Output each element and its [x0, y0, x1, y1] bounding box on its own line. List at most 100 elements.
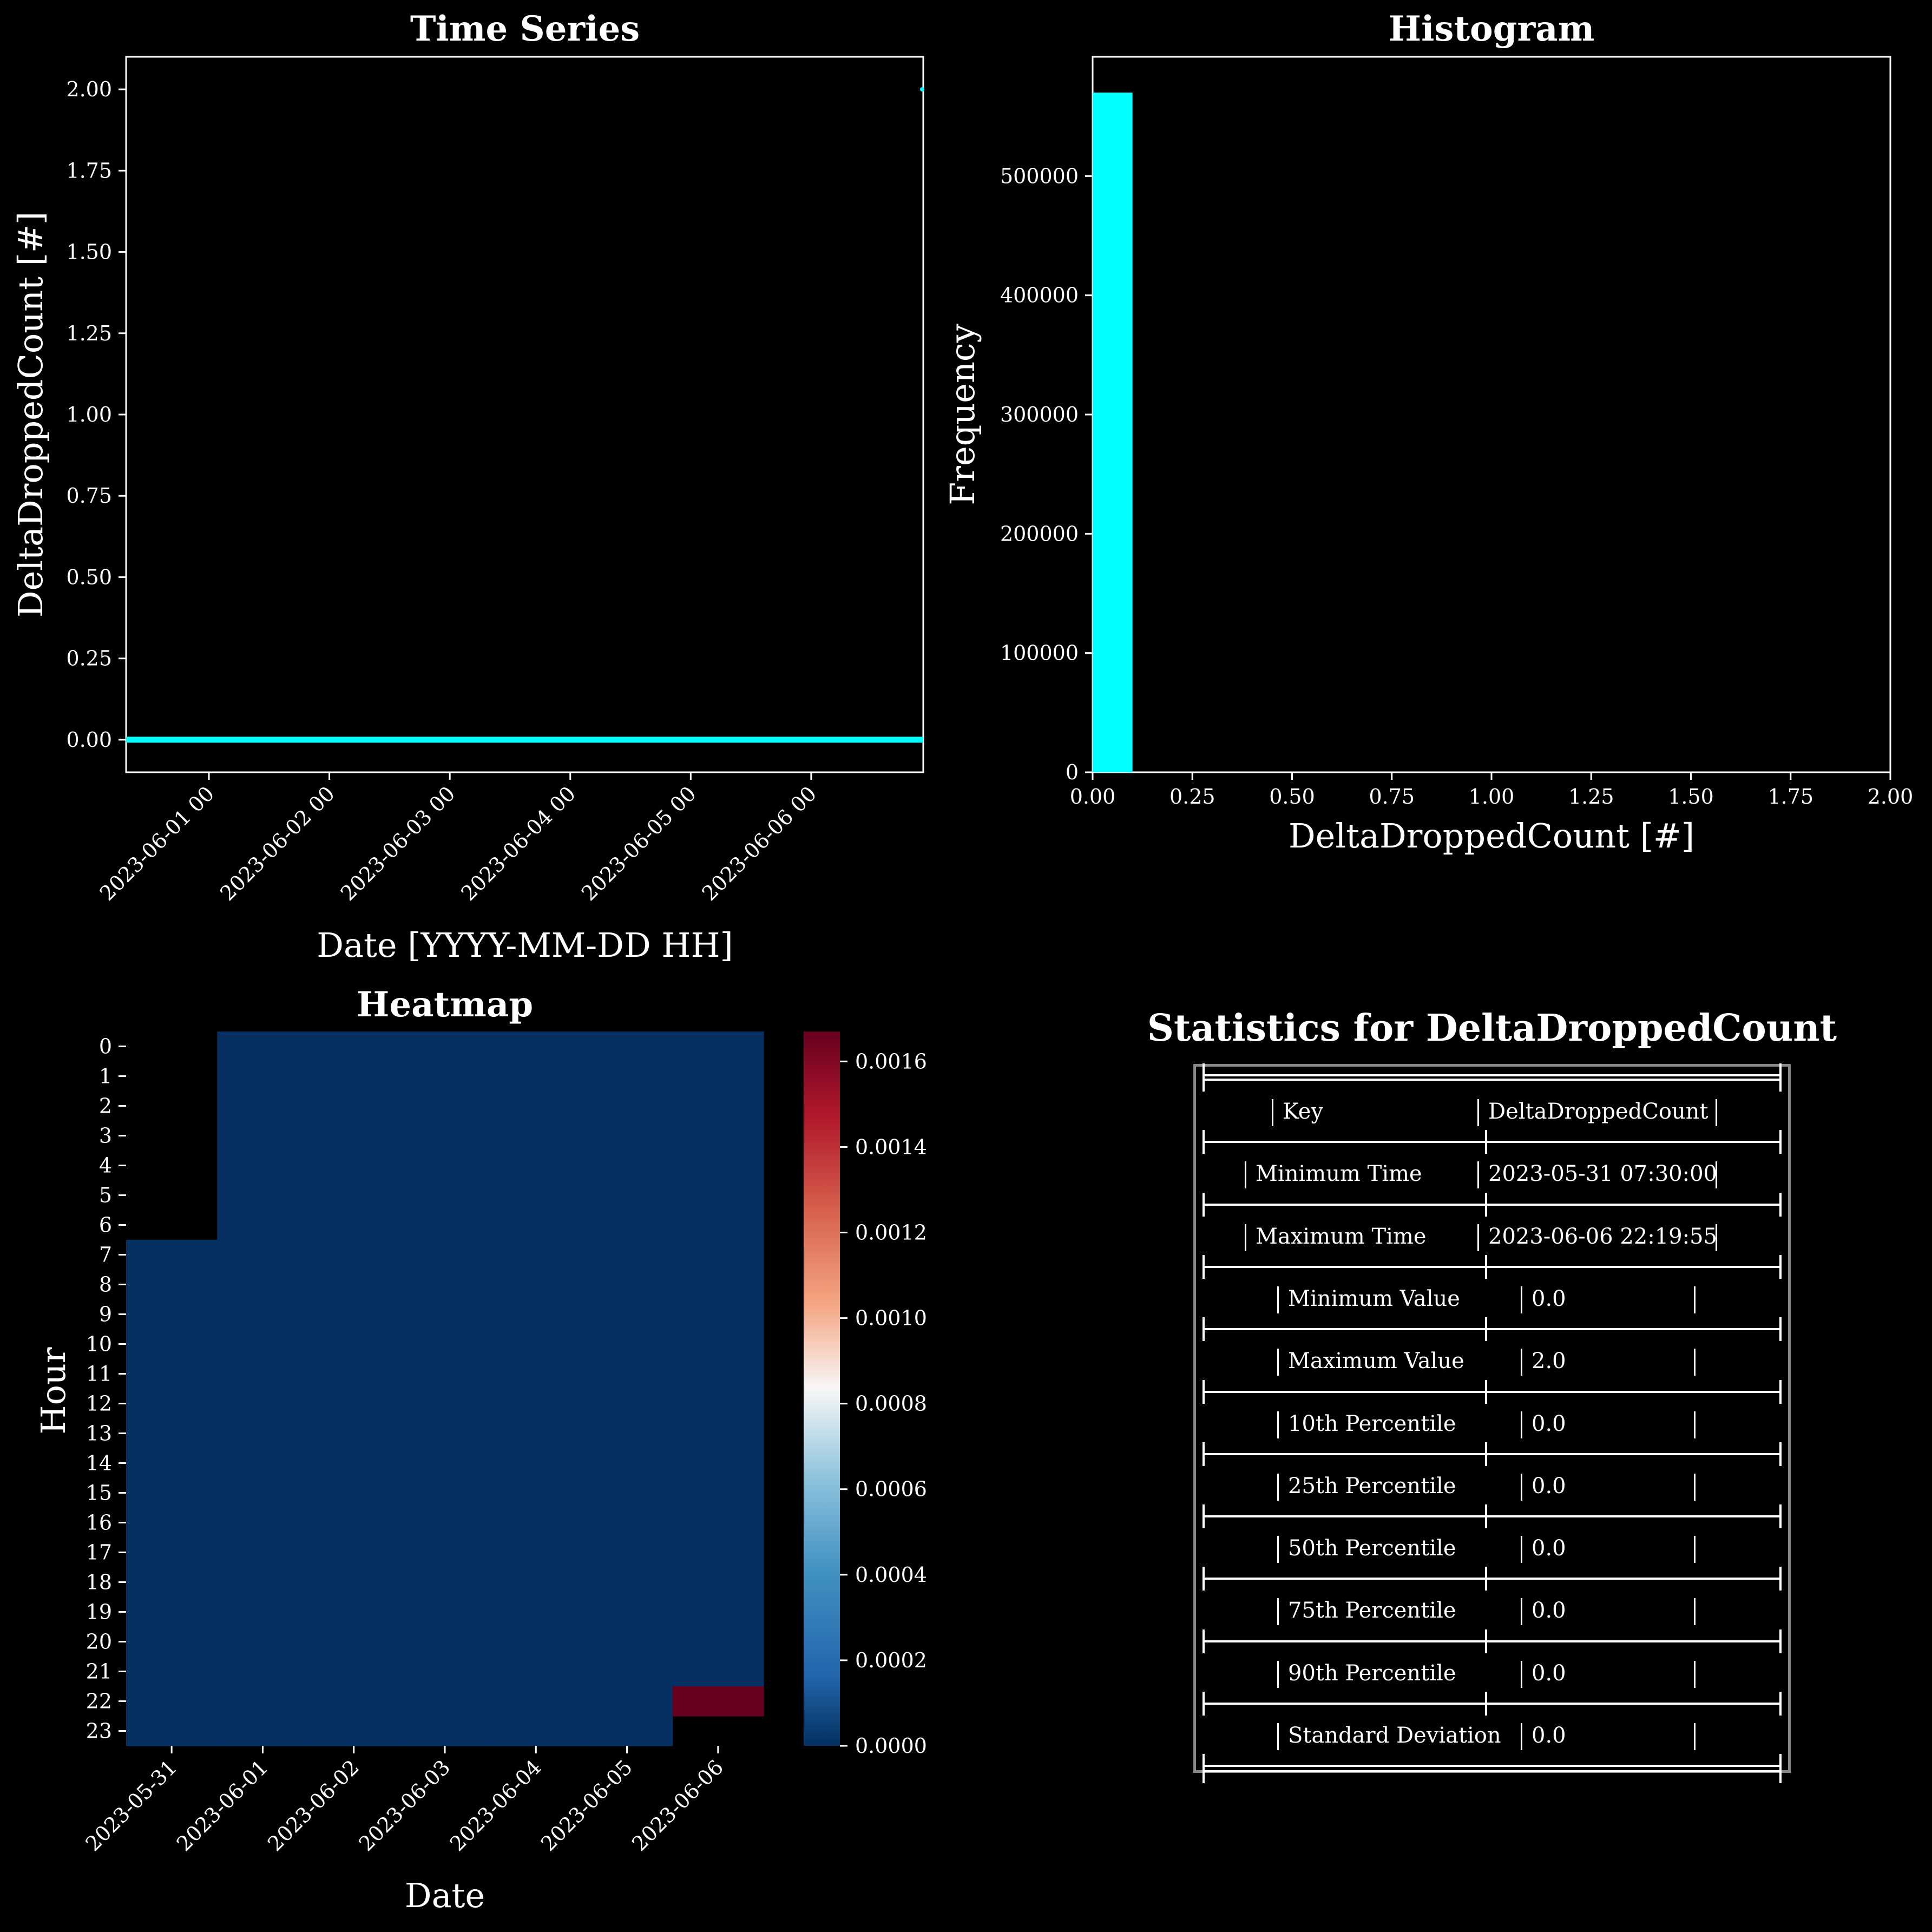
- heatmap-ytick-label: 17: [86, 1541, 112, 1565]
- histogram-ytick-label: 0: [1066, 760, 1079, 784]
- heatmap-cell: [399, 1627, 491, 1657]
- heatmap-cell: [217, 1061, 309, 1092]
- stats-key: Maximum Time: [1256, 1224, 1427, 1249]
- stats-separator: [1202, 1193, 1782, 1217]
- stats-row: 25th Percentile 0.0: [1196, 1474, 1788, 1506]
- stats-cell-border: [1694, 1598, 1696, 1625]
- heatmap-ytick-label: 5: [99, 1184, 112, 1207]
- heatmap-cell: [581, 1537, 673, 1568]
- colorbar: [804, 1031, 840, 1746]
- heatmap-cell: [399, 1657, 491, 1687]
- heatmap-cell: [490, 1508, 582, 1538]
- timeseries-xlabel: Date [YYYY-MM-DD HH]: [317, 925, 733, 965]
- heatmap-cell: [308, 1180, 400, 1211]
- stats-border-line: [1202, 1063, 1782, 1087]
- heatmap-cell: [308, 1508, 400, 1538]
- stats-value: 0.0: [1532, 1598, 1566, 1623]
- heatmap-ytick-label: 6: [99, 1213, 112, 1237]
- timeseries-ytick-label: 0.75: [66, 484, 112, 508]
- heatmap-cell: [308, 1210, 400, 1240]
- stats-value: 0.0: [1532, 1536, 1566, 1561]
- timeseries-frame: [125, 56, 924, 773]
- stats-cell-border: [1694, 1474, 1696, 1501]
- heatmap-ytick-label: 2: [99, 1094, 112, 1118]
- heatmap-cell: [217, 1537, 309, 1568]
- heatmap-cell: [490, 1567, 582, 1598]
- stats-cell-border: [1694, 1411, 1696, 1438]
- heatmap-ytick-label: 10: [86, 1332, 112, 1356]
- heatmap-cell: [581, 1448, 673, 1478]
- histogram-xtick-label: 1.75: [1767, 785, 1813, 809]
- heatmap-cell: [399, 1448, 491, 1478]
- heatmap-xtick-label: 2023-06-03: [354, 1755, 455, 1856]
- stats-value: 2023-05-31 07:30:00: [1488, 1161, 1717, 1186]
- histogram-bars: [1093, 93, 1133, 773]
- heatmap-cell: [217, 1091, 309, 1121]
- heatmap-cell: [672, 1270, 764, 1300]
- heatmap-cell: [672, 1031, 764, 1062]
- heatmap-cell: [490, 1151, 582, 1181]
- stats-separator: [1202, 1442, 1782, 1466]
- stats-separator: [1202, 1629, 1782, 1653]
- stats-row: Minimum Time 2023-05-31 07:30:00: [1196, 1161, 1788, 1194]
- heatmap-cell: [490, 1299, 582, 1330]
- timeseries-panel: Time Series 0.00 0.25 0.50 0.75 1.00 1.25 1.50…: [11, 9, 924, 965]
- stats-column-joint: [1485, 1567, 1487, 1591]
- heatmap-cell: [308, 1121, 400, 1151]
- heatmap-ytick-label: 12: [86, 1392, 112, 1416]
- stats-row: Key DeltaDroppedCount: [1196, 1099, 1788, 1132]
- stats-border-line: [1202, 1759, 1782, 1783]
- histogram-xtick-label: 2.00: [1868, 785, 1914, 809]
- heatmap-cell: [581, 1686, 673, 1717]
- heatmap-cell: [308, 1389, 400, 1419]
- heatmap-cell: [126, 1657, 218, 1687]
- timeseries-ytick-label: 2.00: [66, 77, 112, 101]
- heatmap-cells: [126, 1031, 764, 1746]
- heatmap-cell: [126, 1537, 218, 1568]
- heatmap-cell: [217, 1121, 309, 1151]
- stats-value: 0.0: [1532, 1286, 1566, 1311]
- stats-row: Standard Deviation 0.0: [1196, 1723, 1788, 1756]
- heatmap-cell: [581, 1478, 673, 1508]
- heatmap-cell: [217, 1329, 309, 1359]
- stats-cell-border: [1521, 1474, 1522, 1501]
- stats-key: Minimum Value: [1288, 1286, 1460, 1311]
- stats-key: Maximum Value: [1288, 1349, 1464, 1374]
- heatmap-cell: [126, 1389, 218, 1419]
- stats-title: Statistics for DeltaDroppedCount: [1147, 1007, 1837, 1050]
- heatmap-cell: [490, 1210, 582, 1240]
- heatmap-cell: [399, 1180, 491, 1211]
- heatmap-cell: [126, 1359, 218, 1389]
- heatmap-cell: [217, 1359, 309, 1389]
- stats-row: Maximum Value 2.0: [1196, 1349, 1788, 1381]
- timeseries-yticks: 0.00 0.25 0.50 0.75 1.00 1.25 1.50 1.75 2.00: [66, 77, 126, 752]
- heatmap-cell: [308, 1061, 400, 1092]
- stats-separator: [1202, 1068, 1782, 1092]
- heatmap-cell: [672, 1061, 764, 1092]
- stats-column-joint: [1485, 1193, 1487, 1217]
- heatmap-cell: [399, 1478, 491, 1508]
- stats-cell-border: [1477, 1161, 1479, 1188]
- histogram-yticks: 0 100000 200000 300000 400000 500000: [1000, 164, 1093, 784]
- heatmap-cell: [308, 1478, 400, 1508]
- stats-cell-border: [1245, 1224, 1246, 1251]
- stats-table: Key DeltaDroppedCount Minimum Time 2023-05-…: [1193, 1063, 1791, 1783]
- heatmap-cell: [308, 1329, 400, 1359]
- heatmap-ytick-label: 4: [99, 1154, 112, 1178]
- stats-column-joint: [1485, 1442, 1487, 1466]
- heatmap-ytick-label: 22: [86, 1690, 112, 1713]
- stats-cell-border: [1277, 1474, 1279, 1501]
- heatmap-cell: [399, 1061, 491, 1092]
- heatmap-cell: [217, 1418, 309, 1449]
- heatmap-cell: [126, 1567, 218, 1598]
- heatmap-cell: [217, 1716, 309, 1746]
- heatmap-ytick-label: 1: [99, 1064, 112, 1088]
- colorbar-tick-label: 0.0016: [855, 1049, 927, 1073]
- heatmap-cell: [308, 1448, 400, 1478]
- heatmap-cell: [672, 1448, 764, 1478]
- stats-separator: [1202, 1754, 1782, 1778]
- heatmap-cell: [672, 1508, 764, 1538]
- heatmap-ytick-label: 19: [86, 1600, 112, 1624]
- heatmap-cell: [581, 1627, 673, 1657]
- heatmap-cell: [308, 1151, 400, 1181]
